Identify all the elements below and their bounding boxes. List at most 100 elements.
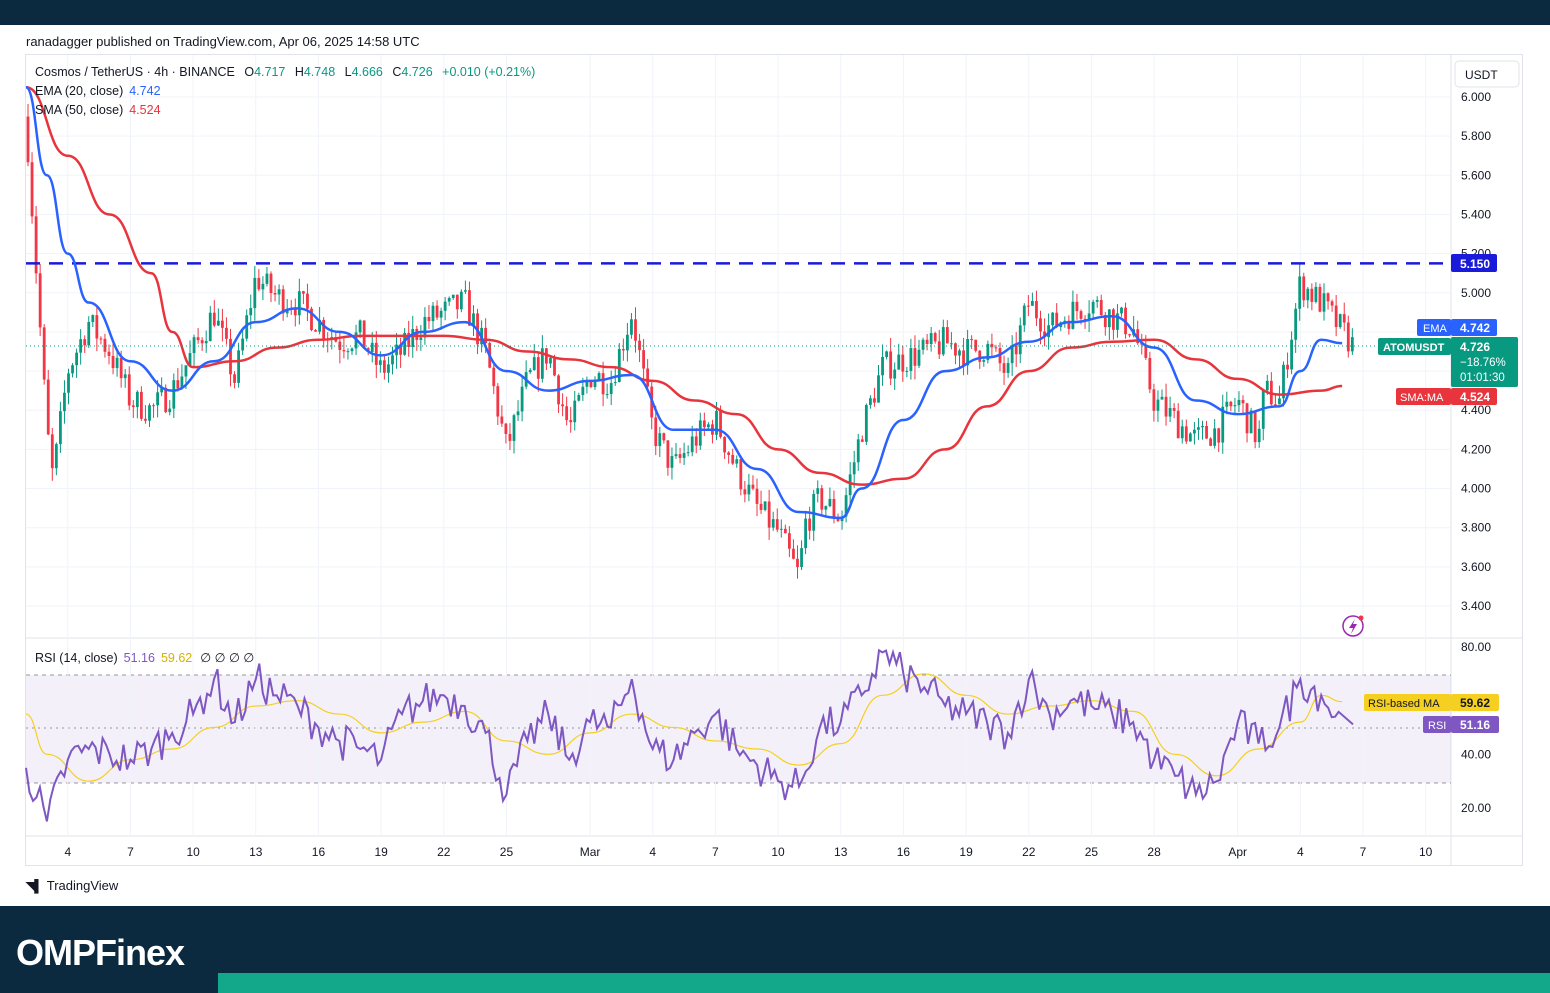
candle: [1342, 302, 1346, 331]
candle: [1091, 299, 1095, 320]
candle: [1290, 331, 1293, 375]
candle: [950, 332, 953, 350]
candle: [111, 343, 115, 375]
candle: [1055, 303, 1059, 329]
candle: [216, 308, 220, 326]
candle: [974, 339, 978, 353]
candle: [873, 387, 876, 407]
candle: [322, 317, 326, 348]
candle: [1156, 390, 1160, 422]
candle: [759, 490, 763, 514]
candle: [107, 344, 111, 365]
pct-badge-text: −18.76%: [1460, 357, 1506, 369]
candle: [966, 329, 969, 375]
candle: [468, 281, 471, 326]
candle: [763, 501, 767, 512]
candle: [350, 347, 354, 355]
time-tick-label: 25: [1085, 845, 1099, 859]
candle: [188, 340, 192, 366]
candle: [962, 337, 965, 376]
published-line: ranadagger published on TradingView.com,…: [26, 34, 420, 49]
price-tick-label: 5.400: [1461, 207, 1491, 221]
candle: [812, 489, 816, 541]
candle: [913, 335, 917, 380]
time-tick-label: Mar: [580, 845, 601, 859]
currency-button[interactable]: [1454, 60, 1520, 88]
candle: [1350, 328, 1354, 355]
candle: [1071, 290, 1075, 330]
price-tick-label: 5.000: [1461, 286, 1491, 300]
candle: [820, 484, 824, 516]
candle: [306, 283, 309, 321]
candle: [233, 371, 236, 389]
candle: [864, 403, 868, 446]
candle: [828, 487, 832, 508]
tradingview-logo: ◥▌ TradingView: [26, 878, 118, 893]
candle: [447, 296, 451, 306]
candle: [269, 271, 273, 303]
candle: [277, 284, 281, 305]
countdown-text: 01:01:30: [1460, 372, 1505, 384]
candle: [192, 334, 196, 367]
candle: [520, 375, 524, 422]
rsi-ma-value-badge: [1451, 694, 1499, 711]
time-tick-label: 4: [649, 845, 656, 859]
candle: [1282, 361, 1285, 407]
candle: [1128, 333, 1131, 338]
candle: [1010, 335, 1014, 376]
time-tick-label: 19: [374, 845, 388, 859]
candle: [727, 451, 731, 464]
candle: [241, 328, 245, 355]
candle: [1031, 292, 1034, 306]
candle: [1322, 283, 1326, 321]
candle: [196, 327, 200, 344]
candle: [451, 294, 455, 300]
candle: [1261, 389, 1265, 441]
resistance-badge-text: 5.150: [1460, 257, 1490, 271]
candle: [893, 362, 897, 391]
candle: [860, 435, 864, 443]
candle: [1326, 292, 1330, 310]
candle: [1225, 391, 1229, 415]
candle: [978, 349, 982, 369]
candle: [504, 422, 508, 444]
rsi-tick-label: 80.00: [1461, 640, 1491, 654]
candle: [46, 369, 50, 436]
candle: [1002, 355, 1006, 385]
candle: [297, 278, 301, 325]
candle: [1298, 263, 1302, 321]
candle: [1213, 419, 1217, 449]
candle: [75, 348, 78, 379]
candle: [1018, 317, 1022, 364]
candle: [662, 432, 666, 444]
candle: [921, 337, 925, 355]
candle: [346, 348, 350, 360]
candle: [103, 333, 107, 358]
candle: [638, 333, 641, 363]
candle: [524, 360, 528, 390]
price-tick-label: 5.800: [1461, 129, 1491, 143]
candle: [261, 276, 265, 300]
candle: [1209, 437, 1212, 447]
candle: [443, 296, 447, 321]
time-axis[interactable]: 4 7 10 13 16 19 22 25 Mar 4 7 10 13 16 19 22 25 28 Apr 4 7 10: [64, 845, 1432, 859]
chart-svg[interactable]: 6.0005.8005.6005.4005.2005.0004.8004.600…: [0, 0, 1550, 906]
candle: [273, 285, 277, 302]
candle: [459, 289, 463, 313]
candle: [686, 445, 690, 457]
price-badge-text: 4.726: [1460, 340, 1490, 354]
candle: [221, 308, 224, 342]
price-tick-label: 4.400: [1461, 403, 1491, 417]
currency-label: USDT: [1465, 68, 1498, 82]
lightning-icon[interactable]: [1342, 615, 1364, 637]
candle: [998, 342, 1002, 372]
candle: [1338, 313, 1342, 329]
candle: [152, 403, 155, 418]
price-tick-label: 3.800: [1461, 521, 1491, 535]
rsi-ma-tag: [1364, 694, 1451, 711]
time-tick-label: 7: [127, 845, 134, 859]
candle: [775, 508, 779, 533]
candle: [540, 335, 544, 383]
candle: [1022, 303, 1026, 332]
candle: [771, 511, 775, 531]
